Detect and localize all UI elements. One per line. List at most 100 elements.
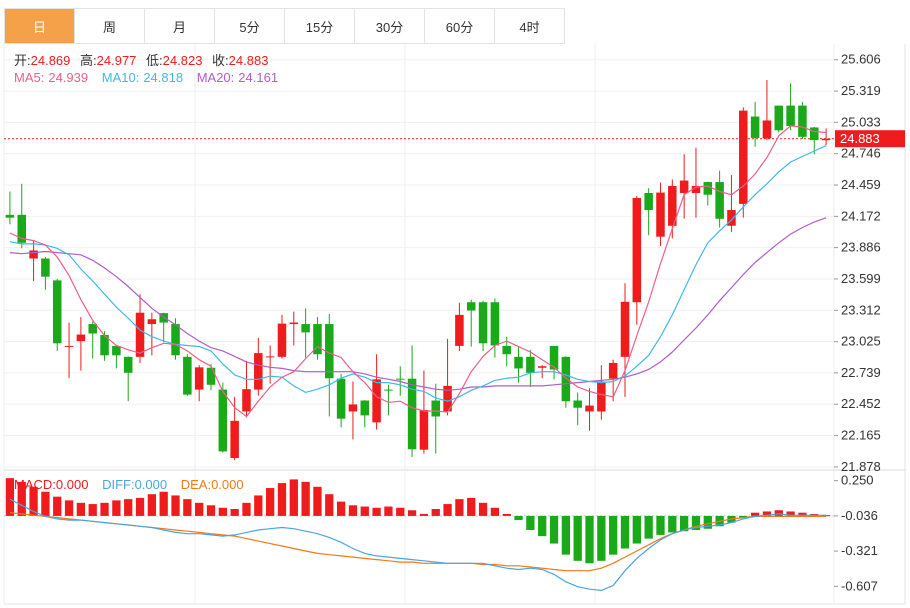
candle-body-66 [786,105,795,126]
macd-bar-51 [609,515,618,555]
high-value: 24.977 [97,53,137,68]
macd-bar-8 [100,502,109,516]
macd-label: MACD: [14,477,56,492]
candle-body-30 [360,400,370,416]
ma10-value: 24.818 [143,70,183,85]
dea-label: DEA: [181,477,211,492]
candle-body-39 [466,302,476,311]
candle-body-2 [29,250,38,259]
ytick-label-5: 24.172 [841,208,881,223]
ma20-label: MA20: [197,70,235,85]
candle-body-36 [431,400,441,417]
macd-bar-66 [786,511,795,516]
macd-bar-1 [17,481,26,516]
low-value: 24.823 [163,53,203,68]
ytick-label-8: 23.312 [841,302,881,317]
macd-bar-41 [490,507,500,516]
macd-bar-11 [135,497,145,516]
macd-bar-32 [384,506,393,516]
candle-body-62 [739,110,748,204]
macd-bar-62 [739,515,748,518]
macd-bar-13 [159,491,168,516]
candle-body-60 [715,182,724,219]
candle-body-57 [679,180,689,193]
ytick-label-4: 24.459 [841,177,881,192]
candle-body-9 [112,345,121,356]
price-tag-value: 24.883 [840,131,880,146]
candle-body-26 [313,324,322,355]
candle-body-45 [537,366,547,368]
candle-body-28 [336,378,346,419]
macd-bar-25 [301,481,310,516]
tab-2[interactable]: 月 [145,9,215,43]
macd-bar-45 [538,515,547,537]
macd-panel [4,478,834,592]
candle-body-52 [620,301,630,357]
candle-body-1 [17,214,27,243]
candle-body-32 [384,389,393,391]
macd-bar-9 [112,500,121,516]
macd-bar-58 [691,515,701,530]
tab-1[interactable]: 周 [75,9,145,43]
macd-bar-67 [798,512,807,516]
macd-bar-6 [76,502,86,516]
macd-bar-37 [443,504,452,516]
candle-body-14 [171,324,180,356]
candle-body-0 [5,214,15,218]
macd-ytick-label-0: 0.250 [841,473,874,488]
macd-bar-28 [336,501,346,516]
macd-bar-38 [455,499,464,516]
macd-bar-19 [230,509,239,516]
macd-readout: MACD:0.000 DIFF:0.000 DEA:0.000 [14,477,244,492]
candle-body-25 [301,324,310,333]
macd-bar-21 [254,495,263,516]
candle-body-63 [750,116,760,138]
dea-value: 0.000 [211,477,244,492]
macd-bar-39 [467,497,476,516]
tab-4[interactable]: 15分 [285,9,355,43]
ma5-label: MA5: [14,70,44,85]
candle-body-29 [348,404,358,412]
ma10-label: MA10: [102,70,140,85]
tab-7[interactable]: 4时 [519,19,540,35]
candle-body-4 [52,280,62,344]
tab-6[interactable]: 60分 [425,9,495,43]
macd-bar-31 [372,507,381,516]
close-value: 24.883 [229,53,269,68]
candlestick-series [5,80,831,461]
macd-bar-48 [573,515,582,561]
macd-bar-56 [668,515,677,533]
open-value: 24.869 [31,53,71,68]
macd-bar-29 [348,505,358,516]
candle-body-16 [194,367,204,390]
macd-bar-27 [325,494,334,516]
ytick-label-2: 25.033 [841,114,881,129]
candle-body-8 [100,334,109,356]
candle-body-17 [206,367,216,385]
candle-body-46 [549,345,559,370]
macd-bar-43 [514,515,523,521]
candle-body-54 [644,192,653,211]
diff-line [9,498,827,592]
macd-bar-42 [502,513,511,516]
candle-body-21 [254,353,263,390]
ma20-line [9,217,827,391]
diff-label: DIFF: [102,477,135,492]
ytick-label-13: 21.878 [841,459,881,474]
ytick-label-0: 25.606 [841,52,881,67]
ytick-label-6: 23.886 [841,240,881,255]
tab-3[interactable]: 5分 [215,9,285,43]
macd-bar-52 [620,515,630,549]
tab-0[interactable]: 日 [5,9,75,43]
candle-body-33 [395,378,405,380]
candle-body-65 [774,105,784,131]
candle-body-27 [325,324,334,379]
candle-body-69 [821,138,831,141]
tab-5[interactable]: 30分 [355,9,425,43]
macd-bar-7 [88,504,97,516]
macd-bar-50 [597,515,606,561]
macd-bar-33 [396,507,405,516]
y-axis-labels: 25.606 25.319 25.033 24.746 24.459 24.172 23.8… [841,52,881,594]
ma5-value: 24.939 [48,70,88,85]
